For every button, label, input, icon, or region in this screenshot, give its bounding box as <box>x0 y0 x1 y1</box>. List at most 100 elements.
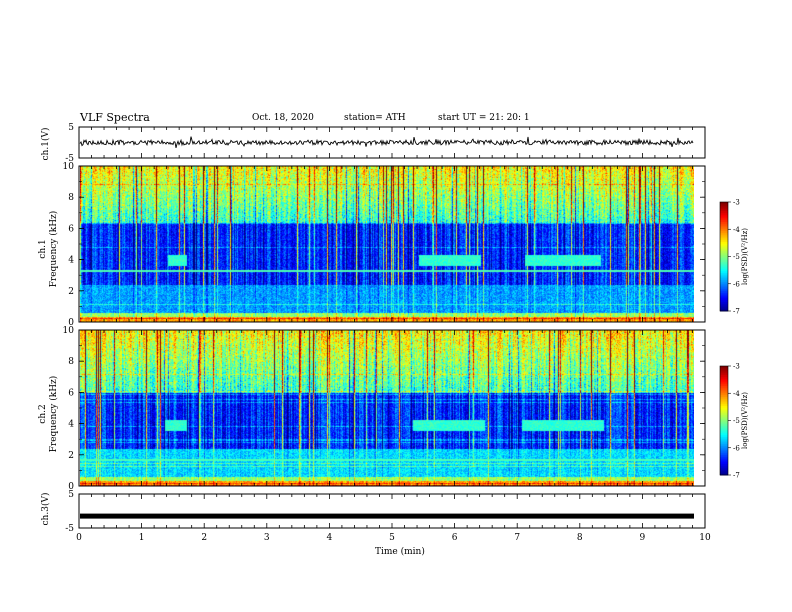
x-tick-label: 2 <box>201 533 207 543</box>
colorbar-ch1-cell <box>720 307 728 310</box>
colorbar-ch2-cell <box>720 427 728 431</box>
colorbar-tick-label: -6 <box>733 444 740 452</box>
colorbar-ch1-cell <box>720 267 728 270</box>
colorbar-ch1-cell <box>720 292 728 296</box>
colorbar-ch2-cell <box>720 371 728 374</box>
colorbar-tick-label: -4 <box>733 226 740 234</box>
colorbar-ch2-cell <box>720 395 728 398</box>
y-tick-label: -5 <box>65 154 74 164</box>
y-tick-label: 5 <box>68 490 74 500</box>
colorbar-ch2-cell <box>720 462 728 465</box>
x-tick-label: 9 <box>640 533 646 543</box>
colorbar-ch2-cell <box>720 385 728 389</box>
colorbar-ch1-cell <box>720 283 728 287</box>
colorbar-ch1-cell <box>720 209 728 212</box>
colorbar-ch1-cell <box>720 301 728 305</box>
colorbar-ch2-cell <box>720 442 728 445</box>
colorbar-ch2-cell <box>720 458 728 461</box>
colorbar-ch1-cell <box>720 227 728 230</box>
colorbar-ch2-cell <box>720 391 728 394</box>
ch1-voltage-ylabel: ch.1(V) <box>41 127 51 161</box>
y-tick-label: 10 <box>63 326 75 336</box>
colorbar-ch2-cell <box>720 435 728 438</box>
colorbar-ch2-cell <box>720 373 728 376</box>
y-tick-label: 10 <box>63 162 75 172</box>
colorbar-ch1-cell <box>720 205 728 208</box>
colorbar-ch2-cell <box>720 433 728 436</box>
colorbar-ch1-cell <box>720 281 728 285</box>
colorbar-ch2-cell <box>720 455 728 458</box>
colorbar-ch1-cell <box>720 278 728 281</box>
colorbar-ch2-cell <box>720 436 728 440</box>
colorbar-ch2-cell <box>720 369 728 372</box>
ch2-spectrogram-ylabel: ch.2 Frequency (kHz) <box>38 375 59 453</box>
colorbar-ch2-cell <box>720 407 728 411</box>
colorbar-ch1-cell <box>720 303 728 307</box>
colorbar-ch1-label: log(PSD)(V²/Hz) <box>741 228 749 285</box>
colorbar-ch2-cell <box>720 473 728 476</box>
colorbar-ch2-cell <box>720 422 728 425</box>
colorbar-ch1-cell <box>720 236 728 239</box>
colorbar-ch1-cell <box>720 289 728 292</box>
colorbar-ch1-cell <box>720 211 728 214</box>
colorbar-ch2-cell <box>720 465 728 469</box>
colorbar-ch1-cell <box>720 214 728 218</box>
colorbar-ch2-cell <box>720 464 728 467</box>
y-tick-label: 8 <box>68 357 74 367</box>
spectrogram-ch2 <box>80 330 694 486</box>
colorbar-ch1-cell <box>720 254 728 257</box>
colorbar-ch2-cell <box>720 449 728 452</box>
colorbar-ch1-cell <box>720 309 728 312</box>
colorbar-ch2-cell <box>720 387 728 391</box>
colorbar-ch1-cell <box>720 207 728 210</box>
colorbar-ch1-cell <box>720 241 728 245</box>
colorbar-ch1-cell <box>720 272 728 276</box>
spectrogram-ch1 <box>80 166 694 322</box>
colorbar-ch1-cell <box>720 296 728 299</box>
y-tick-label: 0 <box>68 318 74 328</box>
colorbar-ch1-cell <box>720 298 728 301</box>
ch1-voltage-trace <box>79 136 694 149</box>
colorbar-ch2-cell <box>720 467 728 471</box>
colorbar-ch2-cell <box>720 429 728 432</box>
colorbar-ch1-cell <box>720 260 728 263</box>
colorbar-ch2-cell <box>720 367 728 371</box>
colorbar-ch1-cell <box>720 240 728 243</box>
colorbar-ch1-cell <box>720 225 728 228</box>
colorbar-ch2-cell <box>720 409 728 412</box>
colorbar-ch1-cell <box>720 300 728 303</box>
x-tick-label: 0 <box>76 533 82 543</box>
colorbar-ch2-cell <box>720 440 728 443</box>
colorbar-ch1-cell <box>720 269 728 272</box>
colorbar-ch1-cell <box>720 218 728 221</box>
colorbar-tick-label: -3 <box>733 363 740 371</box>
colorbar-ch1-cell <box>720 265 728 268</box>
y-tick-label: -5 <box>65 524 74 534</box>
colorbar-ch2-cell <box>720 424 728 427</box>
colorbar-ch1-cell <box>720 245 728 248</box>
colorbar-ch2-cell <box>720 400 728 403</box>
x-tick-label: 5 <box>389 533 395 543</box>
x-tick-label: 10 <box>699 533 711 543</box>
colorbar-ch2-cell <box>720 445 728 449</box>
colorbar-ch1-cell <box>720 280 728 283</box>
x-tick-label: 8 <box>577 533 583 543</box>
colorbar-ch1-cell <box>720 252 728 256</box>
colorbar-tick-label: -7 <box>733 308 740 316</box>
y-tick-label: 5 <box>68 123 74 133</box>
y-tick-label: 0 <box>68 482 74 492</box>
colorbar-ch2-cell <box>720 384 728 387</box>
colorbar-ch1-cell <box>720 238 728 241</box>
x-tick-label: 1 <box>139 533 145 543</box>
colorbar-ch1-cell <box>720 232 728 236</box>
colorbar-ch2-cell <box>720 447 728 451</box>
colorbar-ch2-cell <box>720 382 728 385</box>
colorbar-ch2-cell <box>720 376 728 380</box>
y-tick-label: 2 <box>68 287 74 297</box>
colorbar-ch1-cell <box>720 274 728 277</box>
colorbar-ch2-cell <box>720 431 728 434</box>
colorbar-ch2-cell <box>720 396 728 400</box>
x-axis-label: Time (min) <box>375 547 425 557</box>
colorbar-ch2-cell <box>720 456 728 460</box>
